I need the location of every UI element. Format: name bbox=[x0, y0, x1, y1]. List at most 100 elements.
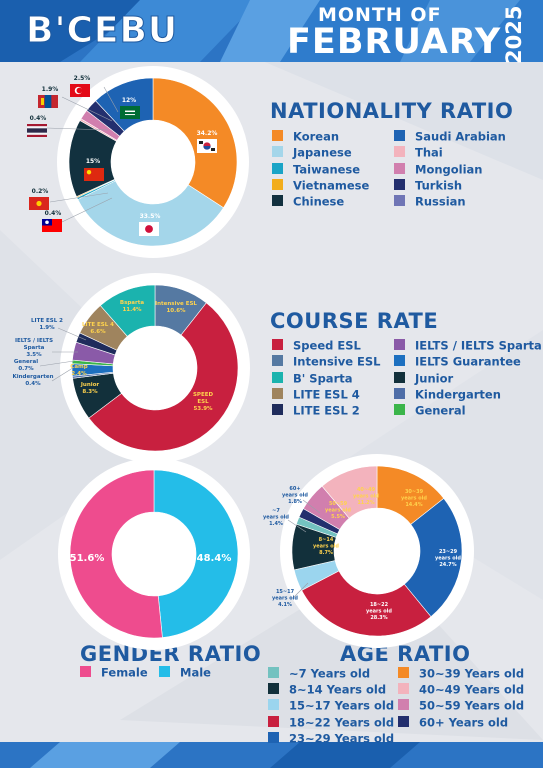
course-label-intensive-esl: Intensive ESL 10.6% bbox=[155, 301, 197, 314]
legend-swatch bbox=[272, 355, 283, 367]
legend-swatch bbox=[272, 339, 283, 350]
nationality-leader-line bbox=[61, 197, 113, 223]
legend-swatch bbox=[394, 146, 405, 158]
saudi-flag-icon bbox=[120, 106, 140, 119]
course-legend-speed-esl: Speed ESL bbox=[272, 338, 361, 353]
legend-swatch bbox=[394, 387, 405, 399]
nationality-legend-turkish: Turkish bbox=[394, 178, 462, 192]
legend-swatch bbox=[394, 130, 405, 141]
legend-label: IELTS / IELTS Sparta bbox=[415, 338, 542, 353]
legend-label: LITE ESL 4 bbox=[293, 387, 360, 402]
legend-label: Mongolian bbox=[415, 162, 483, 177]
legend-label: Kindergarten bbox=[415, 387, 501, 402]
age-label-15-17: 15~17 years old 4.1% bbox=[272, 589, 298, 608]
thailand-flag-icon bbox=[27, 124, 47, 137]
gender-slice-female bbox=[69, 469, 163, 639]
nationality-label-turkish: 2.5% bbox=[74, 75, 91, 82]
age-label-50-59: 50~59 years old 5.5% bbox=[325, 501, 351, 520]
legend-label: ~7 Years old bbox=[289, 666, 371, 681]
legend-label: Male bbox=[180, 665, 211, 680]
legend-label: Speed ESL bbox=[293, 338, 361, 353]
age-label-40-49: 40~49 years old 11.2% bbox=[353, 487, 379, 506]
legend-swatch bbox=[272, 195, 283, 207]
nationality-legend-vietnamese: Vietnamese bbox=[272, 178, 369, 192]
nationality-legend-korean: Korean bbox=[272, 129, 339, 144]
nationality-legend-thai: Thai bbox=[394, 145, 443, 160]
age-legend-8-14-years-old: 8~14 Years old bbox=[268, 682, 387, 697]
legend-swatch bbox=[398, 683, 409, 695]
age-slice-18-22-years-old bbox=[301, 570, 432, 637]
course-legend-intensive-esl: Intensive ESL bbox=[272, 354, 381, 369]
gender-label-female: 51.6% bbox=[70, 553, 105, 564]
course-legend-general: General bbox=[394, 403, 466, 418]
legend-label: LITE ESL 2 bbox=[293, 403, 360, 418]
legend-label: 8~14 Years old bbox=[289, 682, 387, 697]
legend-swatch bbox=[272, 387, 283, 399]
age-slice-23-29-years-old bbox=[403, 498, 463, 618]
course-slice-bsparta bbox=[99, 284, 156, 337]
nationality-label-saudi: 12% bbox=[122, 97, 136, 104]
course-label-camp: Camp 2.4% bbox=[70, 364, 87, 377]
course-label-ielts: IELTS / IELTS Sparta 3.5% bbox=[15, 338, 53, 358]
legend-label: Female bbox=[101, 665, 148, 680]
age-legend-30-39-years-old: 30~39 Years old bbox=[398, 666, 525, 681]
nationality-label-mongolian: 1.9% bbox=[42, 86, 59, 93]
nationality-leader-line bbox=[61, 96, 113, 122]
legend-label: Junior bbox=[415, 371, 454, 386]
gender-legend-male: Male bbox=[159, 665, 211, 680]
legend-swatch bbox=[268, 699, 279, 711]
japan-flag-icon bbox=[139, 222, 159, 236]
month-label: FEBRUARY bbox=[287, 22, 502, 62]
age-leader-line bbox=[293, 582, 309, 598]
course-legend-ielts-guarantee: IELTS Guarantee bbox=[394, 354, 521, 369]
age-legend-60-years-old: 60+ Years old bbox=[398, 715, 508, 729]
legend-label: Chinese bbox=[293, 194, 345, 209]
age-legend-23-29-years-old: 23~29 Years old bbox=[268, 731, 394, 745]
course-slice-speed-esl bbox=[88, 302, 239, 452]
nationality-legend-saudi-arabian: Saudi Arabian bbox=[394, 129, 506, 144]
nationality-legend-taiwanese: Taiwanese bbox=[272, 162, 360, 176]
age-label-18-22: 18~22 years old 28.3% bbox=[366, 602, 392, 621]
course-label-lite-esl-2: LITE ESL 2 1.9% bbox=[31, 318, 63, 331]
course-label-general: General 0.7% bbox=[14, 359, 38, 372]
course-legend-b-sparta: B' Sparta bbox=[272, 371, 353, 385]
age-leader-line bbox=[302, 499, 321, 514]
legend-label: Taiwanese bbox=[293, 162, 361, 177]
legend-swatch bbox=[394, 339, 405, 350]
nationality-label-vietnamese: 0.2% bbox=[32, 188, 49, 195]
nationality-label-chinese: 15% bbox=[86, 158, 100, 165]
legend-label: Intensive ESL bbox=[293, 354, 381, 369]
legend-swatch bbox=[394, 355, 405, 367]
age-leader-line bbox=[287, 519, 307, 533]
legend-swatch bbox=[272, 404, 283, 416]
nationality-legend-mongolian: Mongolian bbox=[394, 162, 483, 176]
legend-label: 30~39 Years old bbox=[419, 666, 525, 681]
legend-swatch bbox=[394, 404, 405, 416]
legend-swatch bbox=[398, 667, 409, 678]
course-label-kindergarten: Kindergarten 0.4% bbox=[12, 374, 53, 387]
legend-swatch bbox=[272, 162, 283, 174]
legend-swatch bbox=[398, 715, 409, 727]
gender-label-male: 48.4% bbox=[197, 553, 232, 564]
legend-label: B' Sparta bbox=[293, 371, 353, 386]
age-legend-50-59-years-old: 50~59 Years old bbox=[398, 698, 524, 713]
nationality-legend-russian: Russian bbox=[394, 194, 466, 209]
korea-flag-icon bbox=[197, 139, 217, 153]
legend-swatch bbox=[394, 162, 405, 174]
gender-legend: Female Male bbox=[80, 665, 280, 681]
course-legend-lite-esl-2: LITE ESL 2 bbox=[272, 403, 360, 418]
course-legend: Speed ESL Intensive ESL B' Sparta LITE ESL … bbox=[272, 338, 542, 418]
nationality-leader-line bbox=[46, 127, 109, 131]
nationality-slice-japanese bbox=[77, 180, 224, 247]
legend-swatch bbox=[272, 146, 283, 158]
course-label-junior: Junior 8.3% bbox=[80, 382, 100, 395]
age-legend-15-17-years-old: 15~17 Years old bbox=[268, 698, 394, 713]
age-legend-18-22-years-old: 18~22 Years old bbox=[268, 715, 394, 729]
legend-label: Japanese bbox=[293, 145, 352, 160]
nationality-chart-title: NATIONALITY RATIO bbox=[270, 99, 514, 123]
age-label-60: 60+ years old 1.8% bbox=[282, 486, 308, 505]
nationality-label-korean: 34.2% bbox=[197, 130, 218, 137]
legend-swatch bbox=[80, 666, 91, 677]
legend-label: Vietnamese bbox=[293, 178, 370, 193]
